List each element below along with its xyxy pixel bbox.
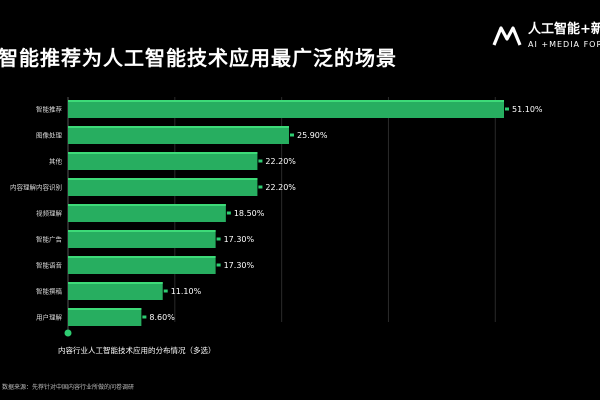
footnote: 数据来源：先荐针对中国内容行业所做的问卷调研 (2, 384, 135, 391)
bar-highlight (68, 152, 258, 154)
page-title: 智能推荐为人工智能技术应用最广泛的场景 (0, 46, 397, 70)
bar-highlight (68, 126, 289, 128)
value-label: 8.60% (149, 313, 175, 322)
value-label: 25.90% (297, 131, 328, 140)
bar (68, 282, 163, 300)
category-label: 视频理解 (36, 209, 63, 218)
category-label: 用户理解 (36, 313, 63, 322)
bar-end-marker (505, 107, 509, 111)
legend-marker (64, 329, 72, 337)
bar-highlight (68, 308, 142, 310)
bar (68, 152, 258, 170)
value-label: 22.20% (265, 157, 296, 166)
bar (68, 204, 226, 222)
value-label: 17.30% (224, 261, 255, 270)
brand-name-cn: 人工智能+新内 (528, 22, 600, 37)
bar-highlight (68, 256, 216, 258)
bar-highlight (68, 204, 226, 206)
category-label: 智能广告 (36, 235, 63, 244)
category-label: 智能撰稿 (36, 287, 63, 296)
bar-end-marker (258, 185, 263, 189)
category-label: 智能语音 (36, 261, 63, 270)
bar (68, 126, 289, 144)
category-label: 智能推荐 (36, 105, 63, 114)
bar (68, 178, 258, 196)
value-label: 18.50% (234, 209, 265, 218)
bar-highlight (68, 282, 163, 284)
category-label: 图像处理 (36, 131, 63, 140)
value-label: 22.20% (265, 183, 296, 192)
bar-end-marker (142, 315, 147, 319)
category-label: 内容理解内容识别 (10, 183, 62, 192)
bar-end-marker (289, 133, 294, 137)
value-label: 51.10% (512, 105, 543, 114)
bar (68, 308, 142, 326)
ma-monogram-logo-icon (492, 26, 522, 46)
category-label: 其他 (49, 157, 63, 166)
bar (68, 230, 216, 248)
bar-end-marker (216, 237, 221, 241)
bar-highlight (68, 230, 216, 232)
bar-end-marker (226, 211, 231, 215)
value-label: 17.30% (224, 235, 255, 244)
brand-name-en: AI +MEDIA FORU (528, 40, 600, 49)
bar-end-marker (163, 289, 168, 293)
bar-end-marker (258, 159, 263, 163)
value-label: 11.10% (171, 287, 202, 296)
brand: 人工智能+新内 AI +MEDIA FORU (492, 22, 600, 50)
legend-text: 内容行业人工智能技术应用的分布情况（多选） (58, 345, 216, 355)
bar (68, 256, 216, 274)
bar-highlight (68, 100, 504, 102)
bar-highlight (68, 178, 258, 180)
bar-end-marker (216, 263, 221, 267)
bar (68, 100, 504, 118)
